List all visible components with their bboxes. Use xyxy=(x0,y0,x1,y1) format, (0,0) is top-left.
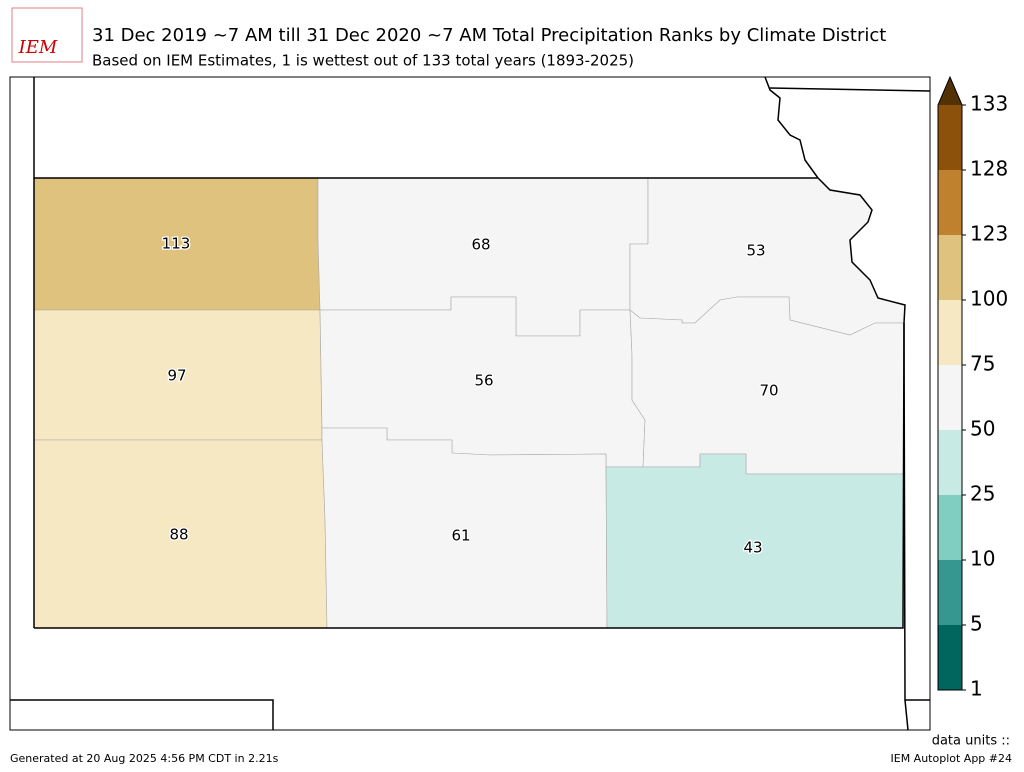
colorbar-outline xyxy=(937,75,963,691)
colorbar-tick-label: 5 xyxy=(970,612,983,636)
colorbar-tick-label: 75 xyxy=(970,352,995,376)
colorbar-tick-label: 133 xyxy=(970,92,1008,116)
logo-box xyxy=(11,7,83,63)
colorbar-bin xyxy=(938,105,962,170)
colorbar-tick-label: 128 xyxy=(970,157,1008,181)
title: 31 Dec 2019 ~7 AM till 31 Dec 2020 ~7 AM… xyxy=(92,25,886,46)
subtitle: Based on IEM Estimates, 1 is wettest out… xyxy=(92,52,634,70)
units-label: data units :: xyxy=(932,734,1010,749)
colorbar-bin xyxy=(938,300,962,365)
border xyxy=(34,177,906,629)
colorbar-tick-label: 25 xyxy=(970,482,995,506)
colorbar-tick-label: 100 xyxy=(970,287,1008,311)
district-label: 53 xyxy=(746,242,765,260)
app-note: IEM Autoplot App #24 xyxy=(891,752,1013,765)
district xyxy=(321,427,608,629)
colorbar-extend xyxy=(938,77,962,105)
district-label: 43 xyxy=(743,539,762,557)
district-label: 97 xyxy=(167,367,186,385)
border xyxy=(769,87,931,92)
colorbar-bin xyxy=(938,430,962,495)
colorbar-bin xyxy=(938,625,962,690)
district xyxy=(629,296,905,475)
colorbar-tick-label: 50 xyxy=(970,417,995,441)
colorbar-tick-label: 123 xyxy=(970,222,1008,246)
colorbar-tick-label: 1 xyxy=(970,677,983,701)
colorbar: 1 5 10 25 50 75 100 123 128 133 xyxy=(937,75,1008,701)
border xyxy=(904,699,909,731)
border xyxy=(764,76,819,179)
colorbar-bin xyxy=(938,170,962,235)
border xyxy=(10,699,274,730)
colorbar-bin xyxy=(938,235,962,300)
generated-note: Generated at 20 Aug 2025 4:56 PM CDT in … xyxy=(10,752,279,765)
colorbar-bin xyxy=(938,560,962,625)
colorbar-tick-label: 10 xyxy=(970,547,995,571)
district-label: 61 xyxy=(451,527,470,545)
district-label: 56 xyxy=(474,372,493,390)
borders xyxy=(10,76,931,731)
colorbar-bin xyxy=(938,365,962,430)
district-label: 113 xyxy=(162,235,191,253)
district-label: 68 xyxy=(471,236,490,254)
logo: IEM xyxy=(18,37,58,58)
colorbar-bin xyxy=(938,495,962,560)
district-label: 88 xyxy=(169,526,188,544)
district-label: 70 xyxy=(759,382,778,400)
